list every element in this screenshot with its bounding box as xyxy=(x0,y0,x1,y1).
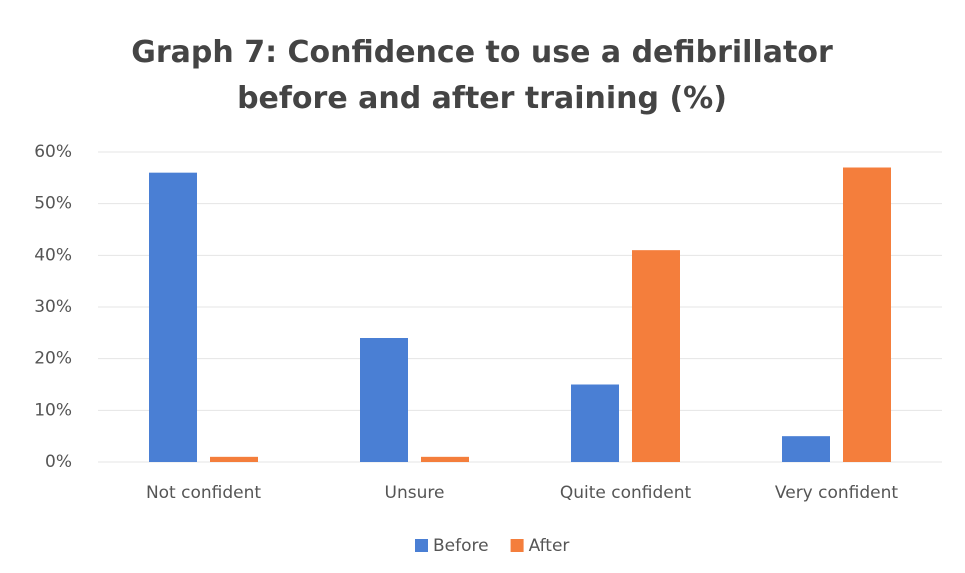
x-tick-label: Very confident xyxy=(775,483,898,503)
x-tick-label: Unsure xyxy=(385,483,445,503)
bar xyxy=(571,384,619,462)
y-tick-label: 10% xyxy=(34,400,72,420)
y-tick-label: 20% xyxy=(34,349,72,369)
legend-label: Before xyxy=(433,536,489,556)
y-tick-label: 0% xyxy=(45,452,72,472)
legend-swatch xyxy=(415,539,428,552)
legend-label: After xyxy=(529,536,570,556)
y-tick-label: 60% xyxy=(34,142,72,162)
x-tick-label: Not confident xyxy=(146,483,261,503)
bar xyxy=(843,167,891,462)
x-tick-label: Quite confident xyxy=(560,483,692,503)
chart-title: Graph 7: Confidence to use a defibrillat… xyxy=(131,35,833,116)
y-tick-label: 50% xyxy=(34,194,72,214)
y-tick-label: 30% xyxy=(34,297,72,317)
bar xyxy=(632,250,680,462)
bar xyxy=(360,338,408,462)
bar xyxy=(782,436,830,462)
bar xyxy=(210,456,258,462)
bar xyxy=(421,456,469,462)
legend-swatch xyxy=(510,539,524,552)
y-tick-label: 40% xyxy=(34,245,72,265)
bar xyxy=(149,172,197,462)
